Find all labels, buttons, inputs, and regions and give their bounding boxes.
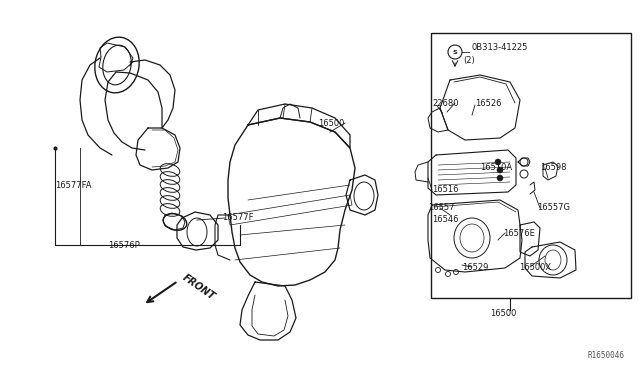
Text: 16598: 16598 [540, 164, 566, 173]
Circle shape [497, 167, 503, 173]
Text: 16500: 16500 [318, 119, 344, 128]
Text: 16529: 16529 [462, 263, 488, 272]
Text: 16500X: 16500X [519, 263, 551, 272]
Text: 22680: 22680 [432, 99, 458, 108]
Text: 16576P: 16576P [108, 241, 140, 250]
Text: 16516: 16516 [432, 186, 458, 195]
Text: 16546: 16546 [432, 215, 458, 224]
Text: 16526: 16526 [475, 99, 502, 108]
Text: 16577F: 16577F [222, 214, 253, 222]
Text: S: S [452, 49, 458, 55]
Text: 16500: 16500 [490, 308, 516, 317]
Text: 16510A: 16510A [480, 164, 512, 173]
Text: 16557G: 16557G [537, 203, 570, 212]
Text: (2): (2) [463, 55, 475, 64]
Text: 16576E: 16576E [503, 228, 535, 237]
Circle shape [495, 159, 501, 165]
Text: R1650046: R1650046 [588, 350, 625, 359]
Text: 0B313-41225: 0B313-41225 [471, 42, 527, 51]
Text: FRONT: FRONT [181, 272, 217, 302]
Text: 16577FA: 16577FA [55, 180, 92, 189]
Circle shape [497, 175, 503, 181]
Text: 16557: 16557 [428, 203, 454, 212]
Bar [431, 33, 631, 298]
